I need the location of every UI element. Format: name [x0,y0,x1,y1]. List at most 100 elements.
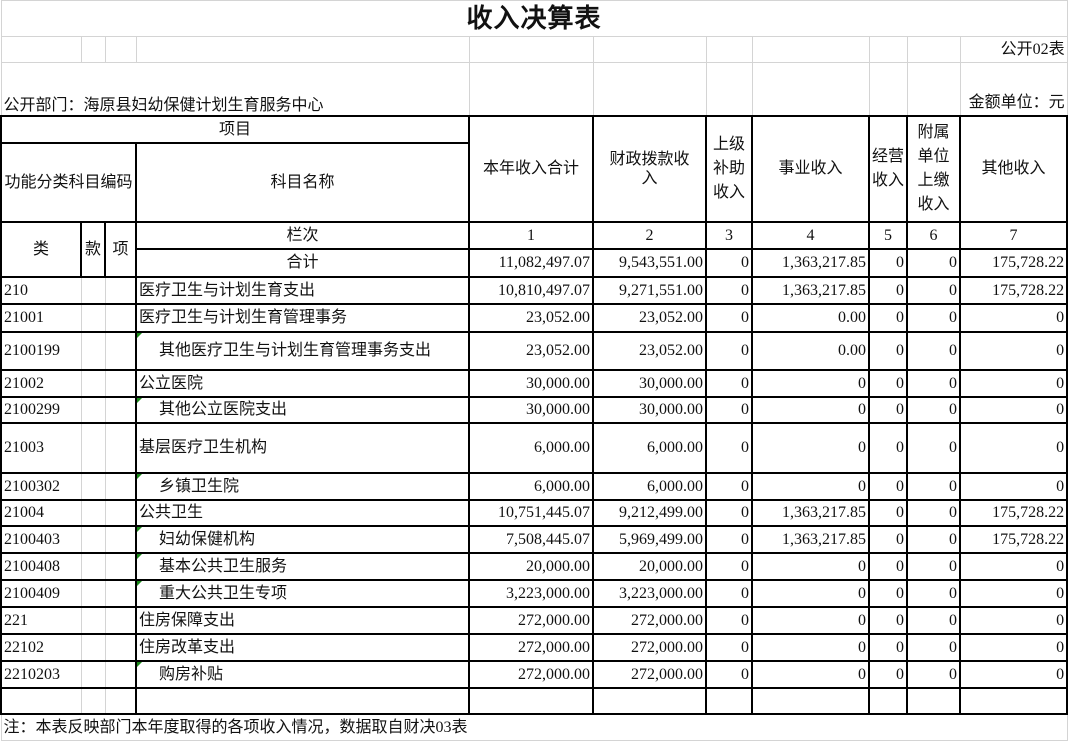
empty-cell [135,36,470,63]
empty-cell [868,36,908,63]
row-value: 10,751,445.07 [468,498,594,527]
row-value: 0 [958,330,1068,371]
row-value: 0 [751,632,870,662]
row-value: 0.00 [751,330,870,371]
table-row: 2100409 重大公共卫生专项 3,223,000.00 3,223,000.00 0… [0,578,1068,608]
form-code: 公开02表 [959,36,1068,63]
row-name: 重大公共卫生专项 [135,578,470,608]
row-value: 0 [751,659,870,689]
table-row: 2100408 基本公共卫生服务 20,000.00 20,000.00 0 0 0 0 0 [0,551,1068,581]
empty-cell [705,686,753,715]
row-value: 0 [958,578,1068,608]
header-lei: 类 [0,220,82,278]
header-col-4: 事业收入 [751,114,870,223]
column-number: 7 [958,220,1068,250]
row-value: 0 [751,421,870,474]
row-value: 0 [868,421,908,474]
row-value: 0 [906,395,961,424]
row-code: 21001 [0,302,82,333]
row-value: 0 [906,275,961,305]
row-code: 21002 [0,368,82,398]
empty-cell [80,471,106,501]
empty-cell [80,659,106,689]
table-row: 21003 基层医疗卫生机构 6,000.00 6,000.00 0 0 0 0 0 [0,421,1068,474]
empty-cell [104,686,137,715]
sheet-title: 收入决算表 [0,0,1068,37]
row-value: 23,052.00 [468,302,594,333]
row-name: 基层医疗卫生机构 [135,421,470,474]
row-value: 0 [906,632,961,662]
row-name-text: 公立医院 [139,374,204,392]
header-name: 科目名称 [135,141,470,223]
column-number: 5 [868,220,908,250]
row-value: 0 [906,498,961,527]
row-name: 其他公立医院支出 [135,395,470,424]
empty-cell [705,36,753,63]
row-value: 0 [705,302,753,333]
total-label: 合计 [135,247,470,278]
total-value: 0 [705,247,753,278]
row-value: 0.00 [751,302,870,333]
empty-cell [592,686,707,715]
row-value: 20,000.00 [468,551,594,581]
row-value: 23,052.00 [468,330,594,371]
empty-cell [868,686,908,715]
row-value: 0 [705,471,753,501]
row-code: 2210203 [0,659,82,689]
row-value: 0 [705,498,753,527]
empty-cell [705,62,753,116]
comment-marker-icon [137,526,142,532]
row-value: 0 [906,524,961,554]
row-value: 5,969,499.00 [592,524,707,554]
row-name: 乡镇卫生院 [135,471,470,501]
table-row: 2210203 购房补贴 272,000.00 272,000.00 0 0 0 0 0 [0,659,1068,689]
row-value: 0 [958,551,1068,581]
row-value: 0 [906,368,961,398]
empty-cell [468,62,594,116]
total-value: 11,082,497.07 [468,247,594,278]
comment-marker-icon [137,473,142,479]
row-value: 10,810,497.07 [468,275,594,305]
table-row: 2100299 其他公立医院支出 30,000.00 30,000.00 0 0 0 0 0 [0,395,1068,424]
column-number: 3 [705,220,753,250]
empty-cell [104,605,137,635]
empty-cell [80,632,106,662]
empty-cell [80,578,106,608]
empty-cell [104,330,137,371]
row-value: 23,052.00 [592,330,707,371]
row-name: 住房保障支出 [135,605,470,635]
row-name-text: 医疗卫生与计划生育管理事务 [139,309,348,326]
row-code: 21003 [0,421,82,474]
row-value: 0 [868,578,908,608]
row-value: 272,000.00 [468,632,594,662]
row-value: 0 [958,368,1068,398]
row-value: 1,363,217.85 [751,275,870,305]
empty-cell [80,605,106,635]
empty-cell [80,302,106,333]
header-col-7: 其他收入 [958,114,1068,223]
row-value: 0 [751,395,870,424]
row-code: 2100299 [0,395,82,424]
header-col-6: 附属单位上缴收入 [906,114,961,223]
row-name-text: 基层医疗卫生机构 [139,439,268,456]
row-value: 0 [751,368,870,398]
row-value: 175,728.22 [958,524,1068,554]
row-code: 21004 [0,498,82,527]
table-row: 210 医疗卫生与计划生育支出 10,810,497.07 9,271,551.00 0… [0,275,1068,305]
row-value: 0 [868,551,908,581]
row-name-text: 妇幼保健机构 [159,530,256,548]
row-value: 0 [906,421,961,474]
empty-cell [104,36,137,63]
row-value: 0 [868,659,908,689]
row-value: 0 [705,395,753,424]
comment-marker-icon [137,332,142,338]
row-name: 医疗卫生与计划生育管理事务 [135,302,470,333]
row-value: 0 [705,368,753,398]
empty-cell [80,275,106,305]
row-value: 0 [705,421,753,474]
empty-cell [135,686,470,715]
empty-cell [80,395,106,424]
row-value: 1,363,217.85 [751,498,870,527]
row-value: 0 [958,421,1068,474]
column-number: 6 [906,220,961,250]
